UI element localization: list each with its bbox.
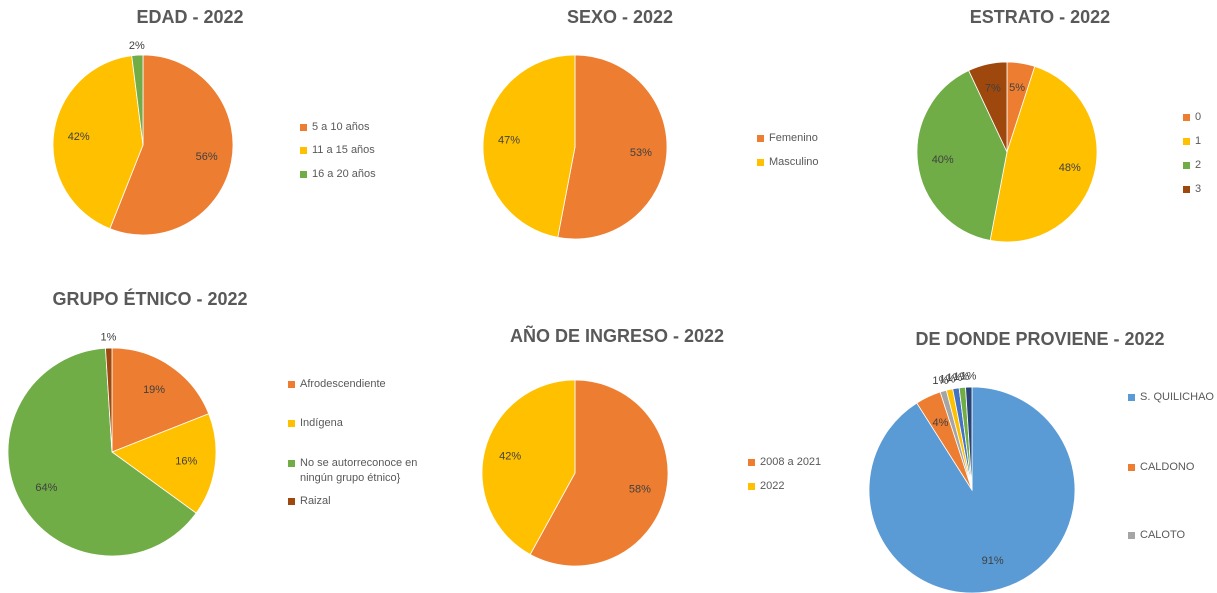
legend-label: CALOTO xyxy=(1140,529,1186,541)
legend-label: 11 a 15 años xyxy=(312,144,375,156)
chart-title: AÑO DE INGRESO - 2022 xyxy=(510,325,724,346)
legend-swatch xyxy=(300,171,307,178)
data-label: 53% xyxy=(630,147,652,159)
legend-label: 2008 a 2021 xyxy=(760,456,822,468)
legend-label: 1 xyxy=(1195,135,1202,147)
legend-swatch xyxy=(1183,114,1190,121)
data-label: 1% xyxy=(953,371,969,383)
pie-slice xyxy=(111,413,217,514)
legend-entry: 1 xyxy=(1183,134,1217,149)
pie-slice xyxy=(482,54,576,238)
pie-slice xyxy=(131,54,144,146)
legend-entry: Masculino xyxy=(757,155,919,170)
legend-swatch xyxy=(1183,138,1190,145)
legend-label: 0 xyxy=(1195,111,1202,123)
data-label: 1% xyxy=(932,375,948,387)
data-label: 91% xyxy=(982,555,1004,567)
legend-swatch xyxy=(300,124,307,131)
legend-entry: 16 a 20 años xyxy=(300,167,462,182)
legend-swatch xyxy=(1128,394,1135,401)
pie-slice xyxy=(7,347,197,557)
pie-slice xyxy=(989,65,1098,243)
data-label: 56% xyxy=(196,151,218,163)
legend-swatch xyxy=(1183,162,1190,169)
data-label: 47% xyxy=(498,135,520,147)
data-label: 19% xyxy=(143,384,165,396)
pie-slice xyxy=(111,347,210,453)
chart-title: ESTRATO - 2022 xyxy=(970,7,1110,27)
legend-label: 2022 xyxy=(760,480,785,492)
legend-label: S. QUILICHAO xyxy=(1140,391,1214,403)
legend-entry: Raizal xyxy=(288,494,450,509)
legend-label: 3 xyxy=(1195,183,1202,195)
data-label: 42% xyxy=(68,131,90,143)
pie-slice xyxy=(481,379,576,556)
legend-entry: 2008 a 2021 xyxy=(748,455,910,470)
legend-entry: CALDONO xyxy=(1128,460,1217,475)
legend-swatch xyxy=(1128,532,1135,539)
data-label: 1% xyxy=(946,372,962,384)
legend-label: Femenino xyxy=(769,132,818,144)
legend-label: CALDONO xyxy=(1140,461,1195,473)
chart-title: GRUPO ÉTNICO - 2022 xyxy=(52,288,247,309)
legend-entry: CALOTO xyxy=(1128,528,1217,543)
legend-entry: 2 xyxy=(1183,158,1217,173)
legend-label: Afrodescendiente xyxy=(300,378,386,390)
legend-swatch xyxy=(748,459,755,466)
legend-entry: 5 a 10 años xyxy=(300,120,462,135)
chart-title: EDAD - 2022 xyxy=(136,7,243,27)
legend-entry: No se autorreconoce en ningún grupo étni… xyxy=(288,456,450,486)
legend-label: Raizal xyxy=(300,495,331,507)
pie-slice xyxy=(52,55,144,230)
chart-title: SEXO - 2022 xyxy=(567,7,673,27)
legend-entry: Indígena xyxy=(288,416,450,431)
data-label: 64% xyxy=(35,482,57,494)
pie-slice xyxy=(557,54,668,240)
legend-swatch xyxy=(288,381,295,388)
legend-entry: Afrodescendiente xyxy=(288,377,450,392)
data-label: 16% xyxy=(175,455,197,467)
legend-entry: 11 a 15 años xyxy=(300,143,462,158)
legend-swatch xyxy=(1183,186,1190,193)
pie-slice xyxy=(109,54,234,236)
data-label: 4% xyxy=(932,417,948,429)
pie-slice xyxy=(529,379,669,567)
legend-entry: 3 xyxy=(1183,182,1217,197)
pie-slice xyxy=(105,347,113,453)
chart-title: DE DONDE PROVIENE - 2022 xyxy=(915,329,1164,349)
data-label: 58% xyxy=(629,484,651,496)
pie-slice xyxy=(965,386,973,491)
legend-swatch xyxy=(288,420,295,427)
data-label: 1% xyxy=(100,332,116,344)
legend-label: 5 a 10 años xyxy=(312,121,370,133)
data-label: 5% xyxy=(1009,82,1025,94)
pie-slice xyxy=(916,70,1008,241)
legend-swatch xyxy=(757,135,764,142)
legend-swatch xyxy=(757,159,764,166)
data-label: 1% xyxy=(939,373,955,385)
data-label: 42% xyxy=(499,450,521,462)
legend-entry: Femenino xyxy=(757,131,919,146)
legend-swatch xyxy=(1128,464,1135,471)
data-label: 7% xyxy=(985,83,1001,95)
legend-label: 2 xyxy=(1195,159,1202,171)
data-label: 2% xyxy=(129,40,145,52)
legend-entry: 0 xyxy=(1183,110,1217,125)
legend-label: Indígena xyxy=(300,417,343,429)
legend-swatch xyxy=(288,460,295,467)
pie-slice xyxy=(968,61,1008,153)
data-label: 1% xyxy=(960,371,976,383)
data-label: 48% xyxy=(1059,162,1081,174)
legend-swatch xyxy=(288,498,295,505)
legend-entry: 2022 xyxy=(748,479,910,494)
legend-label: Masculino xyxy=(769,156,819,168)
legend-swatch xyxy=(748,483,755,490)
legend-label: 16 a 20 años xyxy=(312,168,376,180)
data-label: 40% xyxy=(932,154,954,166)
legend-label: No se autorreconoce en ningún grupo étni… xyxy=(300,457,418,484)
legend-swatch xyxy=(300,147,307,154)
legend-entry: S. QUILICHAO xyxy=(1128,390,1217,405)
